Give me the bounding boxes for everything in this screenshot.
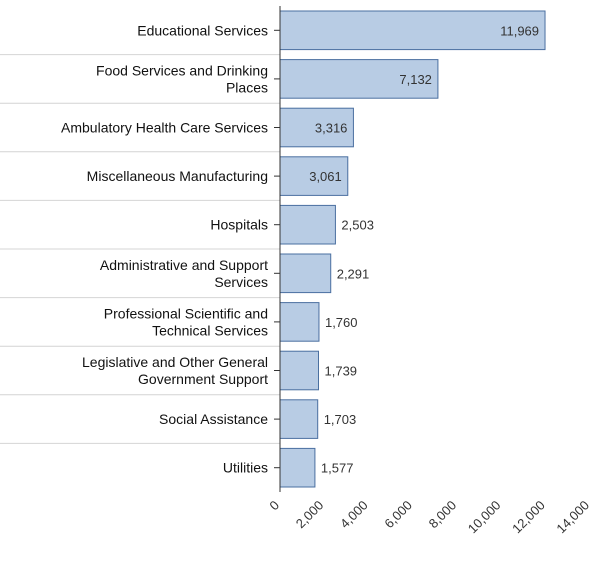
value-label: 2,503 bbox=[341, 218, 374, 233]
category-label: Places bbox=[226, 79, 268, 95]
category-label: Services bbox=[214, 274, 268, 290]
category-label: Educational Services bbox=[137, 22, 268, 38]
category-label: Hospitals bbox=[210, 217, 268, 233]
value-label: 1,739 bbox=[325, 364, 358, 379]
value-label: 7,132 bbox=[399, 72, 432, 87]
bar bbox=[279, 253, 332, 294]
category-label: Miscellaneous Manufacturing bbox=[87, 168, 268, 184]
bar bbox=[279, 302, 320, 342]
category-labels: Educational Services Food Services and Dr… bbox=[61, 22, 268, 475]
category-label: Administrative and Support bbox=[100, 257, 268, 273]
value-label: 1,577 bbox=[321, 461, 354, 476]
axes bbox=[274, 6, 281, 492]
x-tick-label: 10,000 bbox=[465, 498, 504, 537]
x-tick-label: 12,000 bbox=[509, 498, 548, 537]
row-separators bbox=[0, 54, 280, 444]
x-axis-ticks: 0 2,000 4,000 6,000 8,000 10,000 12,000 14,000 bbox=[266, 498, 592, 537]
category-label: Legislative and Other General bbox=[82, 354, 268, 370]
x-tick-label: 8,000 bbox=[426, 498, 460, 532]
value-label: 1,703 bbox=[324, 412, 357, 427]
value-label: 3,061 bbox=[309, 169, 342, 184]
category-label: Utilities bbox=[223, 460, 268, 476]
value-labels: 11,969 7,132 3,316 3,061 2,503 2,291 1,760 1,73… bbox=[309, 23, 539, 475]
x-tick-label: 2,000 bbox=[293, 498, 327, 532]
value-label: 2,291 bbox=[337, 266, 370, 281]
x-tick-label: 0 bbox=[266, 498, 282, 514]
bar bbox=[279, 350, 320, 391]
category-label: Technical Services bbox=[152, 322, 268, 338]
value-label: 11,969 bbox=[500, 23, 539, 38]
bar bbox=[279, 10, 546, 51]
category-label: Government Support bbox=[138, 371, 268, 387]
bar bbox=[279, 59, 439, 99]
bar bbox=[279, 156, 349, 196]
bars bbox=[279, 10, 546, 488]
bar bbox=[279, 204, 336, 245]
category-label: Ambulatory Health Care Services bbox=[61, 120, 268, 136]
bar bbox=[279, 107, 354, 148]
value-label: 1,760 bbox=[325, 315, 358, 330]
x-tick-label: 14,000 bbox=[553, 498, 592, 537]
x-tick-label: 6,000 bbox=[381, 498, 415, 532]
category-label: Social Assistance bbox=[159, 411, 268, 427]
value-label: 3,316 bbox=[315, 121, 348, 136]
category-label: Professional Scientific and bbox=[104, 305, 268, 321]
bar bbox=[279, 447, 316, 488]
bar bbox=[279, 399, 319, 439]
category-label: Food Services and Drinking bbox=[96, 62, 268, 78]
x-tick-label: 4,000 bbox=[337, 498, 371, 532]
